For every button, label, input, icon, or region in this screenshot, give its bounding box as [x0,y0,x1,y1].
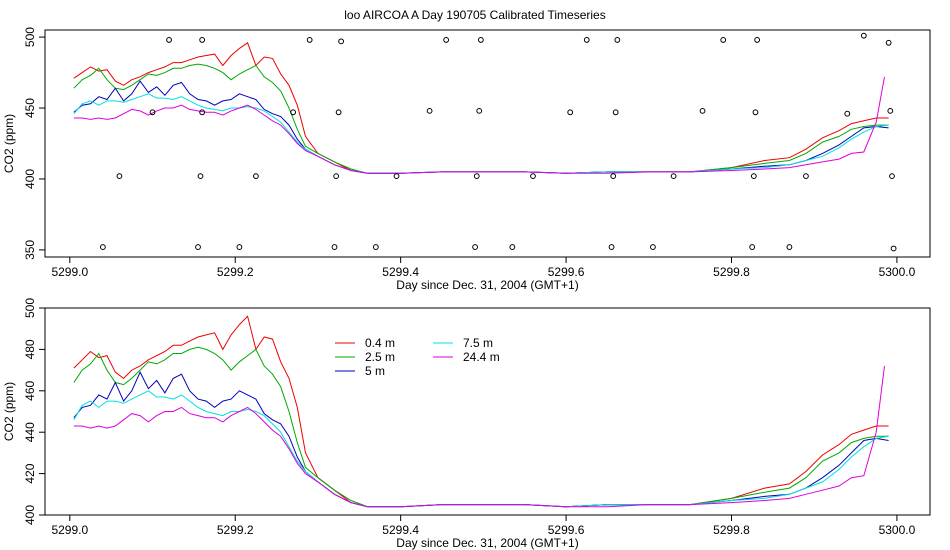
data-point [372,244,379,250]
data-point [477,37,484,43]
data-point [887,107,894,114]
data-point [890,245,897,252]
data-point [530,173,536,180]
data-layer [73,315,889,508]
legend-label: 2.5 m [365,350,395,364]
y-tick-label: 460 [23,380,37,400]
data-point [338,38,345,45]
legend-label: 5 m [365,364,385,378]
y-tick-label: 400 [23,505,37,525]
data-layer [73,32,897,252]
data-point [331,244,338,250]
data-point [333,173,340,180]
data-point [803,173,809,180]
data-point [116,173,123,180]
legend-label: 24.4 m [463,350,500,364]
data-point [885,39,892,46]
x-tick-label: 5300.0 [879,523,916,537]
data-point [650,244,656,250]
data-point [393,173,400,180]
y-tick-label: 500 [23,298,37,318]
data-point [306,37,313,43]
x-axis-label: Day since Dec. 31, 2004 (GMT+1) [396,278,578,292]
x-tick-label: 5299.6 [548,265,585,279]
series-line [73,80,889,174]
data-point [612,109,619,116]
series-line [73,365,885,508]
data-point [473,173,480,180]
x-axis-label: Day since Dec. 31, 2004 (GMT+1) [396,536,578,550]
y-tick-label: 400 [23,169,37,189]
data-point [720,37,727,43]
plot-frame [44,307,931,516]
x-tick-label: 5300.0 [879,265,916,279]
top-panel: 5299.0 5299.2 5299.4 5299.6 5299.8 5300.0 350 4… [2,27,931,292]
x-tick-label: 5299.6 [548,523,585,537]
data-point [195,244,201,250]
series-line [73,346,889,508]
data-point [476,107,483,114]
x-tick-label: 5299.4 [382,265,419,279]
x-tick-label: 5299.4 [382,523,419,537]
data-point [608,244,615,250]
data-point [472,244,478,250]
data-point [754,37,761,43]
y-tick-label: 350 [23,240,37,260]
data-point [786,244,793,250]
data-point [166,37,172,43]
data-point [335,109,342,116]
x-tick-label: 5299.0 [51,265,88,279]
series-line [73,63,889,174]
data-point [750,173,757,180]
series-line [73,371,889,508]
series-line [73,76,885,174]
data-point [443,37,450,43]
figure-title: loo AIRCOA A Day 190705 Calibrated Times… [344,8,606,22]
data-point [236,244,243,250]
data-point [199,37,206,43]
series-line [73,390,889,508]
series-line [73,315,889,508]
data-point [860,32,867,39]
data-point [199,109,206,116]
y-tick-label: 500 [23,27,37,47]
x-tick-label: 5299.2 [217,523,254,537]
legend: 0.4 m2.5 m5 m 7.5 m24.4 m [335,336,500,378]
y-axis-label: CO2 (ppm) [2,114,16,173]
y-axis-label: CO2 (ppm) [2,382,16,441]
data-point [509,244,516,250]
data-point [567,109,574,116]
data-point [749,244,756,250]
data-point [149,109,156,116]
y-tick-label: 450 [23,98,37,118]
data-point [426,107,433,114]
x-tick-label: 5299.8 [713,523,750,537]
data-point [253,173,259,180]
plot-frame [44,29,931,258]
x-tick-label: 5299.0 [51,523,88,537]
data-point [614,37,621,43]
legend-label: 7.5 m [463,336,493,350]
data-point [670,173,677,180]
data-point [752,109,759,116]
data-point [844,110,851,117]
data-point [583,37,590,43]
data-point [699,107,706,114]
data-point [610,173,617,180]
legend-label: 0.4 m [365,336,395,350]
y-tick-label: 440 [23,422,37,442]
data-point [99,244,106,250]
data-point [290,109,297,116]
series-line [73,93,889,174]
y-tick-label: 420 [23,463,37,483]
bottom-panel: 5299.0 5299.2 5299.4 5299.6 5299.8 5300.0 400 4… [2,298,931,550]
x-tick-label: 5299.8 [713,265,750,279]
data-point [197,173,204,180]
y-tick-label: 480 [23,339,37,359]
x-tick-label: 5299.2 [217,265,254,279]
data-point [889,173,895,180]
series-line [73,42,889,174]
